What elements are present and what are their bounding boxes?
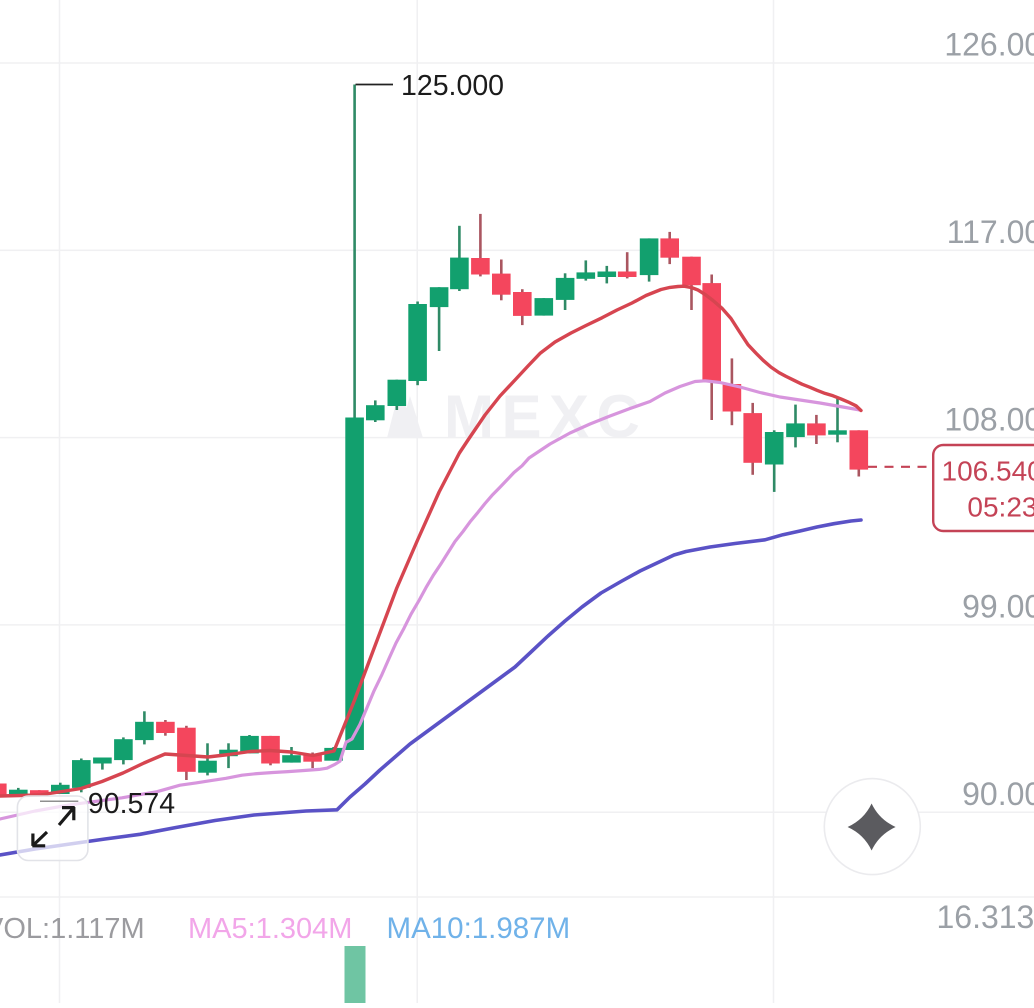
svg-text:MA10:1.987M: MA10:1.987M: [387, 912, 571, 945]
svg-text:16.313M: 16.313M: [936, 899, 1034, 935]
svg-text:108.000: 108.000: [944, 402, 1034, 438]
svg-text:VOL:1.117M: VOL:1.117M: [0, 913, 145, 945]
svg-text:MA5:1.304M: MA5:1.304M: [188, 913, 352, 945]
svg-text:MEXC: MEXC: [444, 383, 647, 450]
svg-text:125.000: 125.000: [401, 70, 504, 102]
svg-text:99.000: 99.000: [962, 589, 1034, 625]
svg-text:90.000: 90.000: [962, 776, 1034, 812]
svg-text:05:23: 05:23: [967, 492, 1034, 523]
svg-text:106.540: 106.540: [942, 456, 1034, 487]
svg-text:126.000: 126.000: [944, 27, 1034, 63]
svg-text:90.574: 90.574: [88, 788, 175, 820]
svg-text:117.000: 117.000: [947, 214, 1034, 250]
